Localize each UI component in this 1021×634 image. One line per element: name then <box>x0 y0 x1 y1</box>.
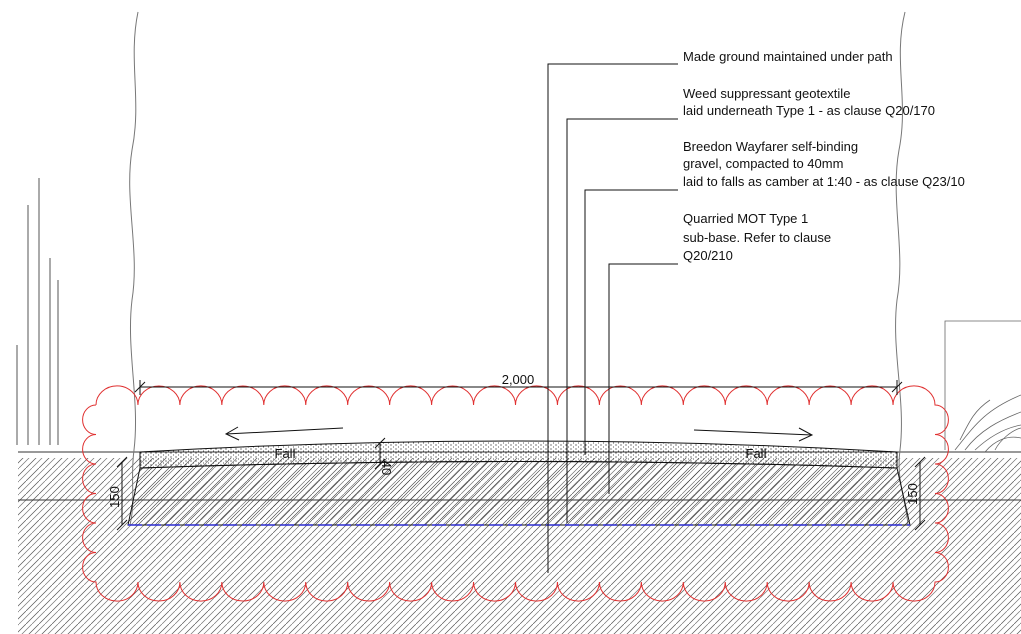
planting-sketch <box>944 320 1021 453</box>
note-type1-line-3: Q20/210 <box>683 248 733 263</box>
note-gravel-line-2: gravel, compacted to 40mm <box>683 156 843 171</box>
grass-lines <box>16 178 59 445</box>
note-geotextile: Weed suppressant geotextile laid underne… <box>683 86 935 118</box>
sub-base-layer <box>127 461 911 526</box>
right-depth-label: 150 <box>905 483 920 505</box>
note-made-ground-line-1: Made ground maintained under path <box>683 49 893 64</box>
fall-arrow-left <box>224 426 344 441</box>
left-depth-dimension <box>116 456 128 531</box>
gravel-surface-layer <box>139 440 898 469</box>
note-geotextile-line-1: Weed suppressant geotextile <box>683 86 850 101</box>
left-depth-label: 150 <box>107 486 122 508</box>
note-made-ground: Made ground maintained under path <box>683 49 893 64</box>
break-lines <box>129 11 909 526</box>
fall-arrow-right <box>693 427 814 442</box>
annotation-notes: Made ground maintained under path Weed s… <box>683 49 965 263</box>
surfacing-depth-label: 40 <box>379 461 394 475</box>
width-dimension-label: 2,000 <box>502 372 535 387</box>
note-type1-line-2: sub-base. Refer to clause <box>683 230 831 245</box>
width-dimension <box>134 380 903 395</box>
right-depth-dimension <box>914 456 926 531</box>
note-type1: Quarried MOT Type 1 sub-base. Refer to c… <box>683 211 835 263</box>
note-type1-line-1: Quarried MOT Type 1 <box>683 211 808 226</box>
fall-label-left: Fall <box>275 446 296 461</box>
surfacing-depth-dimension <box>374 437 386 470</box>
leader-lines <box>547 63 678 573</box>
revision-cloud <box>82 385 949 602</box>
note-geotextile-line-2: laid underneath Type 1 - as clause Q20/1… <box>683 103 935 118</box>
note-gravel: Breedon Wayfarer self-binding gravel, co… <box>683 139 965 189</box>
fall-label-right: Fall <box>746 446 767 461</box>
note-gravel-line-1: Breedon Wayfarer self-binding <box>683 139 858 154</box>
note-gravel-line-3: laid to falls as camber at 1:40 - as cla… <box>683 174 965 189</box>
